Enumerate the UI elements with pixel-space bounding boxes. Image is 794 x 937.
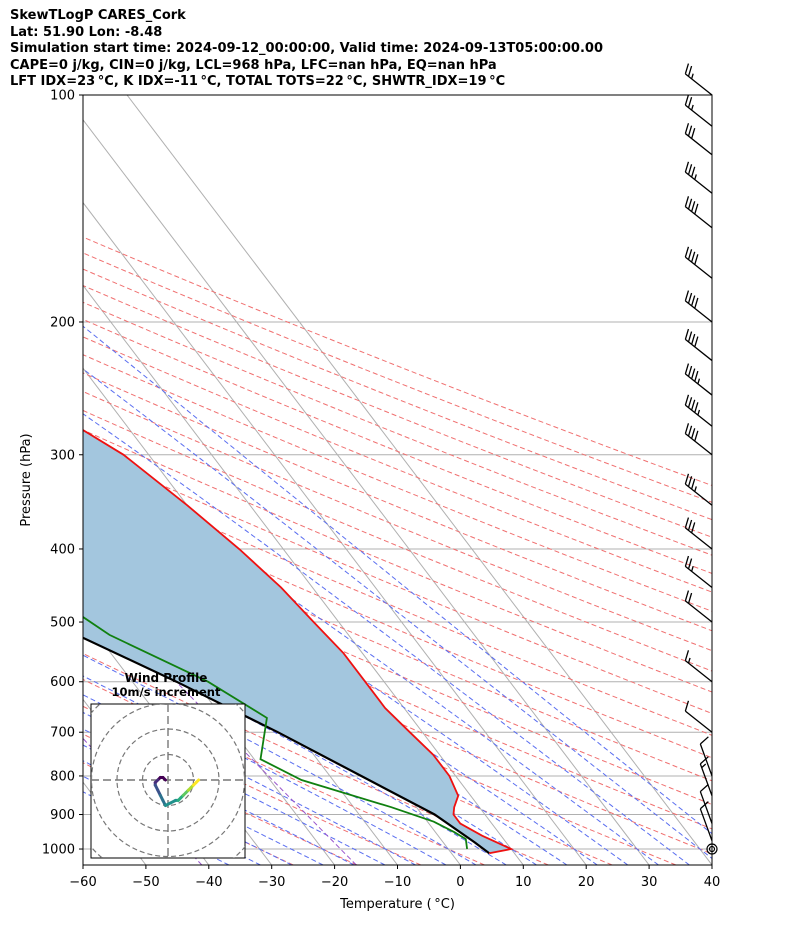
wind-barbs <box>684 63 718 855</box>
moist-adiabat-line <box>83 631 507 865</box>
wind-barb <box>684 63 713 96</box>
isotherm-line <box>0 95 20 865</box>
wind-barb <box>684 94 713 127</box>
parcel-profile-line <box>83 636 490 855</box>
dry-adiabat-line <box>83 627 613 865</box>
dry-adiabat-line <box>83 252 712 503</box>
plot-area <box>0 95 712 865</box>
dry-adiabat-line <box>83 429 712 693</box>
x-tick-label: 20 <box>578 875 595 890</box>
params-line: CAPE=0 j/kg, CIN=0 j/kg, LCL=968 hPa, LF… <box>10 57 497 73</box>
dry-adiabat-line <box>83 285 712 538</box>
y-tick-label: 900 <box>50 808 75 823</box>
wind-barb <box>699 783 713 824</box>
hodograph-segment <box>194 778 201 785</box>
moist-adiabat-line <box>83 368 712 860</box>
moist-adiabat-line <box>83 694 416 865</box>
hodograph-subtitle: 10m/s increment <box>112 685 221 699</box>
wind-barb <box>684 590 713 623</box>
wind-barb <box>699 736 713 777</box>
isotherm-line <box>83 864 84 865</box>
x-tick-label: −60 <box>69 875 96 890</box>
dry-adiabat-line <box>83 390 712 652</box>
x-tick-label: −20 <box>321 875 348 890</box>
location-line: Lat: 51.90 Lon: -8.48 <box>10 24 163 40</box>
wind-barb <box>684 423 713 456</box>
y-tick-label: 1000 <box>42 843 75 858</box>
moist-adiabat-line <box>83 605 537 865</box>
wind-barb <box>684 328 713 362</box>
moist-adiabat-line <box>83 325 712 835</box>
y-tick-label: 400 <box>50 542 75 557</box>
wind-barb <box>684 123 713 156</box>
y-tick-label: 200 <box>50 315 75 330</box>
chart-title: SkewTLogP CARES_Cork <box>10 8 186 23</box>
y-tick-label: 800 <box>50 769 75 784</box>
y-tick-label: 300 <box>50 448 75 463</box>
y-axis-label: Pressure (hPa) <box>19 433 34 526</box>
dry-adiabat-line <box>83 652 549 865</box>
dry-adiabat-line <box>83 318 712 574</box>
isotherm-line <box>126 95 712 865</box>
x-tick-label: −40 <box>195 875 222 890</box>
wind-barb <box>684 161 713 194</box>
indices-line: LFT IDX=23 °C, K IDX=-11 °C, TOTAL TOTS=… <box>10 74 506 89</box>
wind-barb <box>684 473 713 506</box>
x-tick-label: 0 <box>456 875 464 890</box>
wind-barb <box>684 196 713 229</box>
wind-barb <box>684 650 713 683</box>
hodograph-ring <box>91 704 245 858</box>
moist-adiabat-line <box>83 413 690 865</box>
isotherm-line <box>83 284 524 865</box>
x-tick-label: 40 <box>704 875 721 890</box>
isotherm-line <box>83 201 587 865</box>
moist-adiabat-line <box>83 711 386 865</box>
dry-adiabat-line <box>83 469 712 736</box>
wind-barb <box>684 394 713 427</box>
y-tick-label: 100 <box>50 89 75 104</box>
moist-adiabat-line <box>83 501 629 865</box>
cin-shading <box>83 430 512 854</box>
y-tick-label: 500 <box>50 616 75 631</box>
wind-barb <box>684 290 713 323</box>
wind-barb <box>706 843 718 855</box>
dry-adiabat-line <box>83 678 485 865</box>
dewpoint-line <box>83 615 468 850</box>
x-axis-label: Temperature ( °C) <box>339 897 455 912</box>
x-tick-label: 30 <box>641 875 658 890</box>
time-line: Simulation start time: 2024-09-12_00:00:… <box>10 41 603 56</box>
wind-barb <box>684 246 713 279</box>
wind-barb <box>699 801 713 841</box>
x-tick-label: −10 <box>384 875 411 890</box>
dry-adiabat-line <box>83 449 712 714</box>
temperature-line <box>83 429 515 855</box>
wind-barb <box>684 700 713 733</box>
title-block: SkewTLogP CARES_Cork Lat: 51.90 Lon: -8.… <box>10 8 603 91</box>
x-tick-label: 10 <box>515 875 532 890</box>
dry-adiabat-line <box>83 354 712 612</box>
moist-adiabat-line <box>83 575 568 865</box>
isotherm-line <box>83 119 650 865</box>
wind-barb <box>684 363 713 396</box>
wind-barb <box>684 517 713 550</box>
moist-adiabat-line <box>83 458 659 865</box>
y-tick-label: 700 <box>50 726 75 741</box>
dry-adiabat-line <box>83 533 712 806</box>
wind-barb <box>699 756 713 797</box>
x-tick-label: −30 <box>258 875 285 890</box>
hodograph-title: Wind Profile <box>125 671 208 685</box>
y-tick-label: 600 <box>50 675 75 690</box>
x-tick-label: −50 <box>132 875 159 890</box>
wind-barb <box>684 555 713 589</box>
